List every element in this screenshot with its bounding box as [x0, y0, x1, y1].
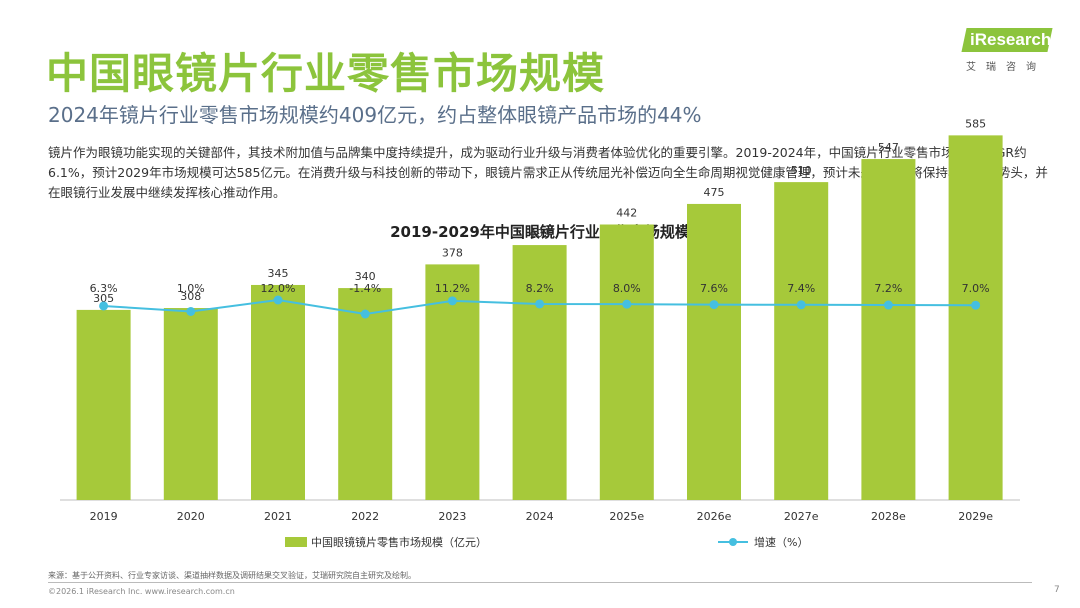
bar [512, 245, 567, 500]
bar [163, 308, 218, 500]
bar-value-label: 585 [965, 117, 986, 130]
bar-value-label: 510 [791, 164, 812, 177]
growth-rate-label: 7.6% [700, 282, 728, 295]
x-tick-label: 2026e [697, 510, 732, 523]
growth-rate-label: 8.2% [526, 282, 554, 295]
x-tick-label: 2020 [177, 510, 205, 523]
bar-value-label: 475 [704, 186, 725, 199]
legend-line-swatch [718, 536, 748, 548]
growth-rate-point [883, 300, 893, 310]
growth-rate-label: 8.0% [613, 282, 641, 295]
growth-rate-point [99, 301, 109, 311]
growth-rate-label: 6.3% [90, 282, 118, 295]
growth-rate-label: 7.4% [787, 282, 815, 295]
logo-subtitle: 艾瑞咨询 [966, 62, 1046, 73]
x-tick-label: 2024 [526, 510, 554, 523]
bar-value-label: 547 [878, 141, 899, 154]
legend-bar-swatch [285, 537, 307, 547]
bar [251, 284, 305, 500]
bar-value-label: 308 [180, 290, 201, 303]
bar-value-label: 378 [442, 246, 463, 259]
bar [687, 203, 741, 500]
growth-rate-label: 7.2% [874, 282, 902, 295]
page-number: 7 [1054, 585, 1060, 595]
growth-rate-point [186, 306, 196, 316]
bar-value-label: 442 [616, 207, 637, 220]
legend-line: 增速（%） [718, 534, 808, 550]
footer-divider [48, 582, 1032, 583]
page-subtitle: 2024年镜片行业零售市场规模约409亿元，约占整体眼镜产品市场的44% [48, 103, 702, 127]
bar [338, 288, 393, 500]
bar [774, 182, 829, 500]
legend-bar: 中国眼镜镜片零售市场规模（亿元） [285, 534, 487, 550]
growth-rate-label: -1.4% [349, 282, 381, 295]
bar-value-label: 409 [529, 227, 550, 240]
growth-rate-label: 11.2% [435, 282, 470, 295]
growth-rate-point [971, 300, 981, 310]
growth-rate-label: 1.0% [177, 282, 205, 295]
growth-rate-point [360, 309, 370, 319]
legend-bar-label: 中国眼镜镜片零售市场规模（亿元） [311, 536, 487, 549]
logo-name: iResearch [970, 30, 1052, 49]
bar-value-label: 340 [355, 270, 376, 283]
x-tick-label: 2019 [90, 510, 118, 523]
x-tick-label: 2029e [958, 510, 993, 523]
growth-rate-point [622, 299, 632, 309]
bar-value-label: 345 [268, 267, 289, 280]
bar [861, 159, 916, 500]
page-title: 中国眼镜片行业零售市场规模 [46, 49, 606, 98]
bar [599, 224, 654, 500]
x-tick-label: 2025e [609, 510, 644, 523]
iresearch-logo: iResearch 艾瑞咨询 [961, 22, 1059, 73]
growth-rate-point [535, 299, 545, 309]
body-paragraph: 镜片作为眼镜功能实现的关键部件，其技术附加值与品牌集中度持续提升，成为驱动行业升… [48, 145, 1048, 200]
bar [948, 135, 1003, 500]
source-note: 来源：基于公开资料、行业专家访谈、渠道抽样数据及调研结果交叉验证，艾瑞研究院自主… [48, 571, 416, 580]
growth-rate-point [273, 295, 283, 305]
bar [76, 309, 131, 500]
growth-rate-label: 7.0% [962, 282, 990, 295]
x-tick-label: 2023 [438, 510, 466, 523]
bar-value-label: 305 [93, 292, 114, 305]
x-tick-label: 2027e [784, 510, 819, 523]
x-tick-label: 2022 [351, 510, 379, 523]
copyright: ©2026.1 iResearch Inc. www.iresearch.com… [48, 587, 235, 596]
growth-rate-label: 12.0% [261, 282, 296, 295]
growth-rate-point [447, 296, 457, 306]
legend-line-label: 增速（%） [754, 536, 809, 549]
growth-rate-point [709, 300, 719, 310]
growth-rate-point [796, 300, 806, 310]
x-tick-label: 2021 [264, 510, 292, 523]
x-tick-label: 2028e [871, 510, 906, 523]
